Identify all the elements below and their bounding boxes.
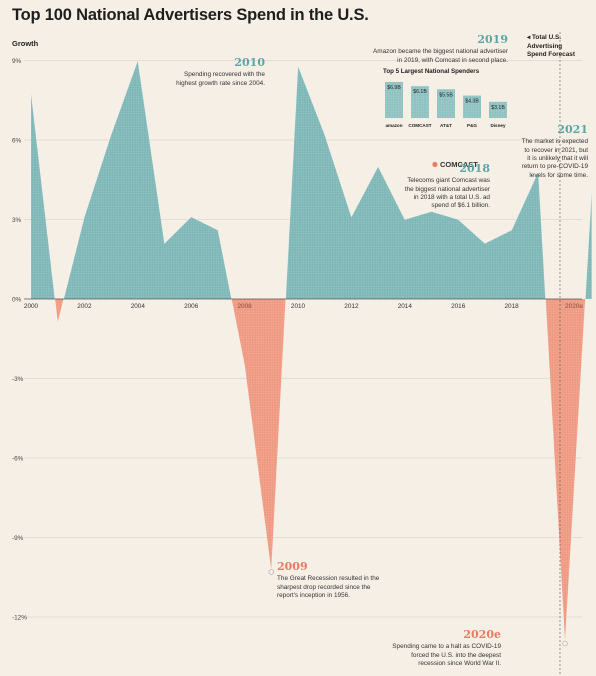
annotation-2020e: 2020e Spending came to a halt as COVID-1… xyxy=(392,628,501,667)
inset-value-label: $4.3B xyxy=(465,99,479,105)
inset-title: Top 5 Largest National Spenders xyxy=(383,68,480,75)
x-tick-label: 2010 xyxy=(291,303,306,310)
x-tick-label: 2002 xyxy=(77,303,92,310)
y-tick-label: -6% xyxy=(12,456,24,463)
area-texture xyxy=(285,65,546,299)
comcast-logo: ✺ COMCAST xyxy=(432,160,478,169)
inset-category-label: AT&T xyxy=(440,123,452,128)
axes: 9% 6% 3% 0% -3% -6% -9% -12% 2000 2002 2004 2006 200… xyxy=(12,32,583,676)
inset-category-label: COMCAST xyxy=(408,123,431,128)
area-texture xyxy=(545,299,586,644)
y-tick-label: 9% xyxy=(12,58,22,65)
y-tick-label: -3% xyxy=(12,376,24,383)
inset-value-label: $6.9B xyxy=(387,85,401,91)
x-tick-label: 2012 xyxy=(344,303,359,310)
inset-value-label: $6.1B xyxy=(413,89,427,95)
top-spenders-panel: Top 5 Largest National Spenders xyxy=(383,68,523,79)
y-axis-label: Growth xyxy=(12,39,39,48)
inset-bar-texture xyxy=(437,89,455,118)
inset-value-label: $5.5B xyxy=(439,92,453,98)
inset-category-label: P&G xyxy=(467,123,477,128)
page-title: Top 100 National Advertisers Spend in th… xyxy=(12,6,369,24)
inset-category-label: Disney xyxy=(490,123,506,128)
peacock-icon: ✺ xyxy=(432,162,438,169)
x-tick-label: 2016 xyxy=(451,303,466,310)
inset-bar-texture xyxy=(489,101,507,118)
marker-2020e xyxy=(562,640,568,647)
annotation-2021: 2021 The market is expected to recover i… xyxy=(521,123,588,179)
annotation-2009: 2009 The Great Recession resulted in the… xyxy=(277,560,380,599)
y-tick-label: -9% xyxy=(12,535,24,542)
inset-value-label: $3.1B xyxy=(491,105,505,111)
annotation-2018: 2018 Telecoms giant Comcast was the bigg… xyxy=(404,162,490,210)
y-tick-label: 6% xyxy=(12,138,22,145)
x-tick-label: 2014 xyxy=(398,303,413,310)
y-tick-label: 3% xyxy=(12,217,22,224)
forecast-label: ◂ Total U.S. Advertising Spend Forecast xyxy=(527,34,575,59)
y-tick-label: 0% xyxy=(12,297,22,304)
marker-2009 xyxy=(268,569,274,575)
forecast-arrow-icon: ◂ xyxy=(527,34,531,41)
area-texture xyxy=(63,60,232,299)
annotation-2019: 2019 Amazon became the biggest national … xyxy=(373,33,508,64)
inset-bar-texture xyxy=(411,86,429,118)
inset-bar-texture xyxy=(463,95,481,118)
x-tick-label: 2004 xyxy=(131,303,146,310)
x-tick-label: 2008 xyxy=(237,303,252,310)
series-line xyxy=(30,60,592,644)
y-tick-label: -12% xyxy=(12,615,27,622)
x-tick-label: 2018 xyxy=(504,303,519,310)
x-tick-label: 2020e xyxy=(565,303,583,310)
inset-bar-texture xyxy=(385,82,403,118)
inset-bar-chart: $6.9B amazon $6.1B COMCAST $5.5B AT&T $4.3B P&G… xyxy=(385,82,507,128)
annotation-2010: 2010 Spending recovered with the highest… xyxy=(176,56,265,87)
x-tick-label: 2000 xyxy=(24,303,39,310)
x-tick-label: 2006 xyxy=(184,303,199,310)
area-series xyxy=(30,60,592,644)
inset-category-label: amazon xyxy=(385,123,402,128)
